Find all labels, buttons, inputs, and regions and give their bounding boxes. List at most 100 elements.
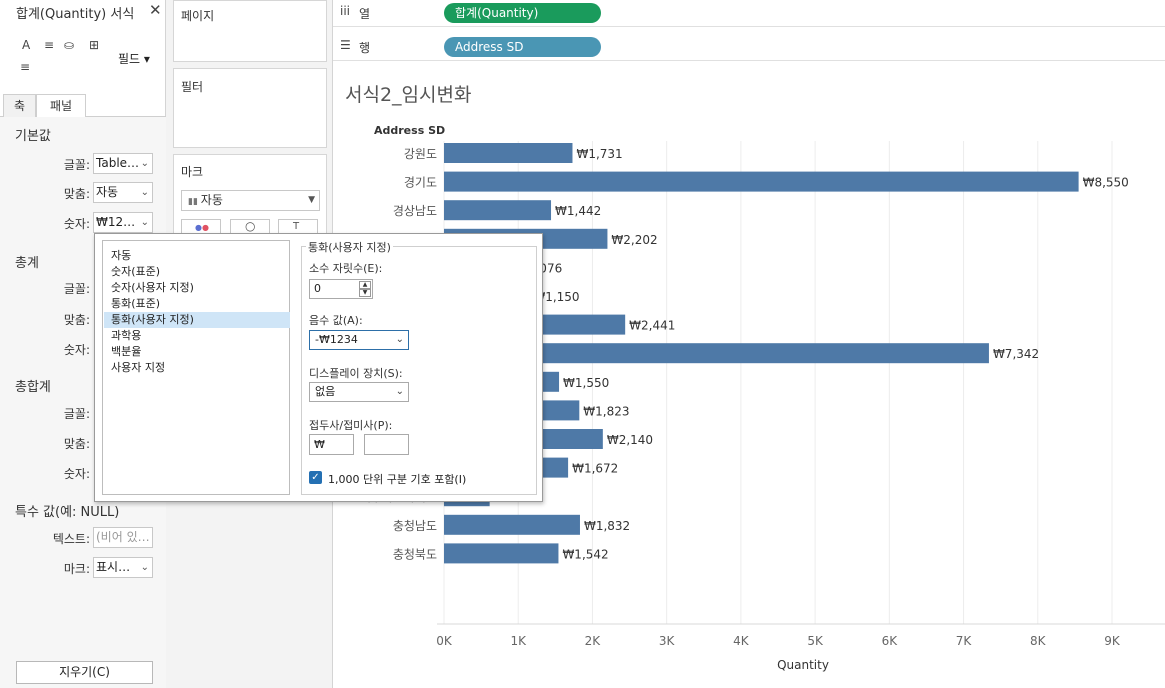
category-label: 충청남도 [393, 519, 437, 533]
x-axis-title: Quantity [777, 658, 829, 672]
number-select[interactable]: ₩12… ⌄ [93, 212, 153, 233]
bar-data-label: ₩1,672 [572, 462, 618, 476]
address-pill[interactable]: Address SD [444, 37, 601, 57]
bar [444, 543, 559, 564]
section-totals-title: 총계 [15, 256, 39, 271]
special-marks-label: 마크: [63, 562, 90, 576]
format-item-scientific[interactable]: 과학용 [111, 329, 142, 342]
marks-type-select[interactable]: ▮▮ 자동 ▼ [181, 190, 320, 211]
section-special-title: 특수 값(예: NULL) [15, 505, 120, 520]
x-tick-label: 7K [956, 634, 973, 648]
group-title: 통화(사용자 지정) [306, 239, 393, 255]
bar [444, 514, 580, 535]
thousands-checkbox[interactable]: ✓ [309, 471, 322, 484]
pages-title: 페이지 [181, 9, 215, 23]
lines-icon[interactable]: ≡ [20, 60, 31, 74]
stepper-down-icon[interactable]: ▼ [359, 289, 371, 297]
x-tick-label: 5K [807, 634, 824, 648]
align-icon[interactable]: ≡ [44, 38, 55, 52]
align-select[interactable]: 자동 ⌄ [93, 182, 153, 203]
format-item-currency-custom[interactable]: 통화(사용자 지정) [104, 312, 290, 328]
size-button[interactable]: ○ [230, 219, 270, 237]
prefix-input[interactable]: ₩ [309, 434, 354, 455]
bar [444, 343, 989, 364]
format-item-custom[interactable]: 사용자 지정 [111, 361, 166, 374]
tab-axis[interactable]: 축 [3, 94, 36, 117]
negative-value: -₩1234 [315, 333, 358, 346]
x-tick-label: 8K [1030, 634, 1047, 648]
number-format-popup: 자동 숫자(표준) 숫자(사용자 지정) 통화(표준) 통화(사용자 지정) 과… [94, 233, 543, 502]
category-label: 강원도 [404, 147, 437, 161]
decimal-stepper[interactable]: 0 ▲ ▼ [309, 279, 373, 299]
chevron-down-icon: ⌄ [140, 158, 149, 169]
stepper-buttons: ▲ ▼ [359, 281, 371, 297]
shading-icon[interactable]: ⛀ [64, 38, 75, 52]
filters-title: 필터 [181, 80, 204, 94]
x-tick-label: 6K [882, 634, 899, 648]
display-unit-select[interactable]: 없음 ⌄ [309, 382, 409, 402]
prefix-suffix-label: 접두사/접미사(P): [309, 419, 393, 432]
size-icon: ○ [245, 219, 256, 233]
x-tick-label: 3K [659, 634, 676, 648]
suffix-input[interactable] [364, 434, 409, 455]
section-grand-totals-title: 총합계 [15, 380, 51, 395]
chevron-down-icon: ⌄ [140, 217, 149, 228]
font-select-value: Table… [96, 156, 140, 170]
chevron-down-icon: ⌄ [395, 334, 404, 345]
format-pane-title: 합계(Quantity) 서식 [16, 7, 135, 22]
align-label: 맞춤: [63, 187, 90, 201]
special-text-label: 텍스트: [52, 532, 90, 546]
special-text-input[interactable]: (비어 있… [93, 527, 153, 548]
format-item-currency-standard[interactable]: 통화(표준) [111, 297, 161, 310]
quantity-pill[interactable]: 합계(Quantity) [444, 3, 601, 23]
stepper-up-icon[interactable]: ▲ [359, 281, 371, 289]
fields-dropdown[interactable]: 필드 ▾ [118, 52, 150, 66]
tab-pane[interactable]: 패널 [36, 94, 86, 118]
font-icon[interactable]: A [22, 38, 31, 52]
totals-number-label: 숫자: [63, 343, 90, 357]
format-item-percentage[interactable]: 백분율 [111, 345, 142, 358]
marks-card: 마크 ▮▮ 자동 ▼ ●● ○ T [173, 154, 327, 244]
number-select-value: ₩12… [96, 215, 136, 229]
marks-title: 마크 [181, 165, 204, 179]
x-tick-label: 4K [733, 634, 750, 648]
grand-font-label: 글꼴: [63, 407, 90, 421]
columns-icon: iii [340, 4, 351, 18]
close-icon[interactable]: ✕ [149, 1, 162, 19]
category-label: 충청북도 [393, 547, 437, 561]
columns-label: 열 [359, 7, 371, 21]
format-type-list: 자동 숫자(표준) 숫자(사용자 지정) 통화(표준) 통화(사용자 지정) 과… [102, 240, 290, 495]
pages-card[interactable]: 페이지 [173, 0, 327, 62]
check-icon: ✓ [311, 472, 320, 483]
bar-data-label: ₩1,731 [576, 147, 622, 161]
format-item-auto[interactable]: 자동 [111, 249, 132, 262]
chevron-down-icon: ▼ [308, 195, 315, 205]
number-label: 숫자: [63, 217, 90, 231]
x-tick-label: 2K [585, 634, 602, 648]
color-icon: ●● [195, 223, 209, 232]
borders-icon[interactable]: ⊞ [89, 38, 100, 52]
x-tick-label: 1K [510, 634, 527, 648]
bar-data-label: ₩7,342 [993, 347, 1039, 361]
x-tick-label: 0K [436, 634, 453, 648]
filters-card[interactable]: 필터 [173, 68, 327, 148]
bar-data-label: ₩1,542 [562, 547, 608, 561]
bar-data-label: ₩2,202 [611, 233, 657, 247]
format-item-number-standard[interactable]: 숫자(표준) [111, 265, 161, 278]
font-label: 글꼴: [63, 158, 90, 172]
color-button[interactable]: ●● [181, 219, 221, 237]
special-marks-value: 표시… [96, 560, 131, 574]
display-unit-value: 없음 [315, 385, 336, 398]
chevron-down-icon: ⌄ [140, 562, 149, 573]
bar [444, 171, 1079, 192]
bar-data-label: ₩1,550 [563, 376, 609, 390]
format-item-number-custom[interactable]: 숫자(사용자 지정) [111, 281, 194, 294]
clear-button[interactable]: 지우기(C) [16, 661, 153, 684]
grand-number-label: 숫자: [63, 467, 90, 481]
negative-select[interactable]: -₩1234 ⌄ [309, 330, 409, 350]
rows-icon: ☰ [340, 38, 351, 52]
special-marks-select[interactable]: 표시… ⌄ [93, 557, 153, 578]
columns-shelf: iii 열 합계(Quantity) [333, 0, 1165, 27]
format-tabs: 축 패널 [0, 92, 166, 118]
font-select[interactable]: Table… ⌄ [93, 153, 153, 174]
